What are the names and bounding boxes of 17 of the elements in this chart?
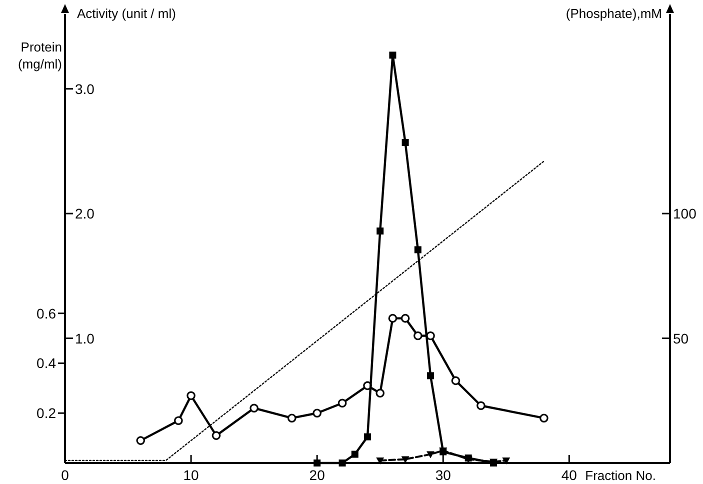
y-tick-label: 2.0 — [75, 206, 95, 222]
y2-axis-title: (Phosphate),mM — [566, 6, 662, 21]
x-tick-label: 20 — [309, 467, 326, 483]
y3-axis-title: Protein (mg/ml) — [18, 39, 62, 72]
y2-tick-label: 100 — [673, 206, 697, 222]
y-tick-label: 3.0 — [75, 80, 95, 97]
y3-tick-label: 0.6 — [36, 305, 56, 322]
y-axis-title: Activity (unit / ml) — [77, 6, 176, 21]
y-tick-label: 1.0 — [75, 330, 95, 346]
y3-tick-label: 0.4 — [36, 355, 56, 372]
x-tick-label: 30 — [435, 467, 452, 483]
y3-tick-label: 0.2 — [36, 405, 56, 422]
x-tick-label: 0 — [61, 467, 70, 483]
x-axis-title: Fraction No. — [585, 468, 656, 483]
x-tick-label: 10 — [183, 467, 200, 483]
y2-tick-label: 50 — [673, 330, 689, 346]
x-tick-label: 40 — [561, 467, 578, 483]
